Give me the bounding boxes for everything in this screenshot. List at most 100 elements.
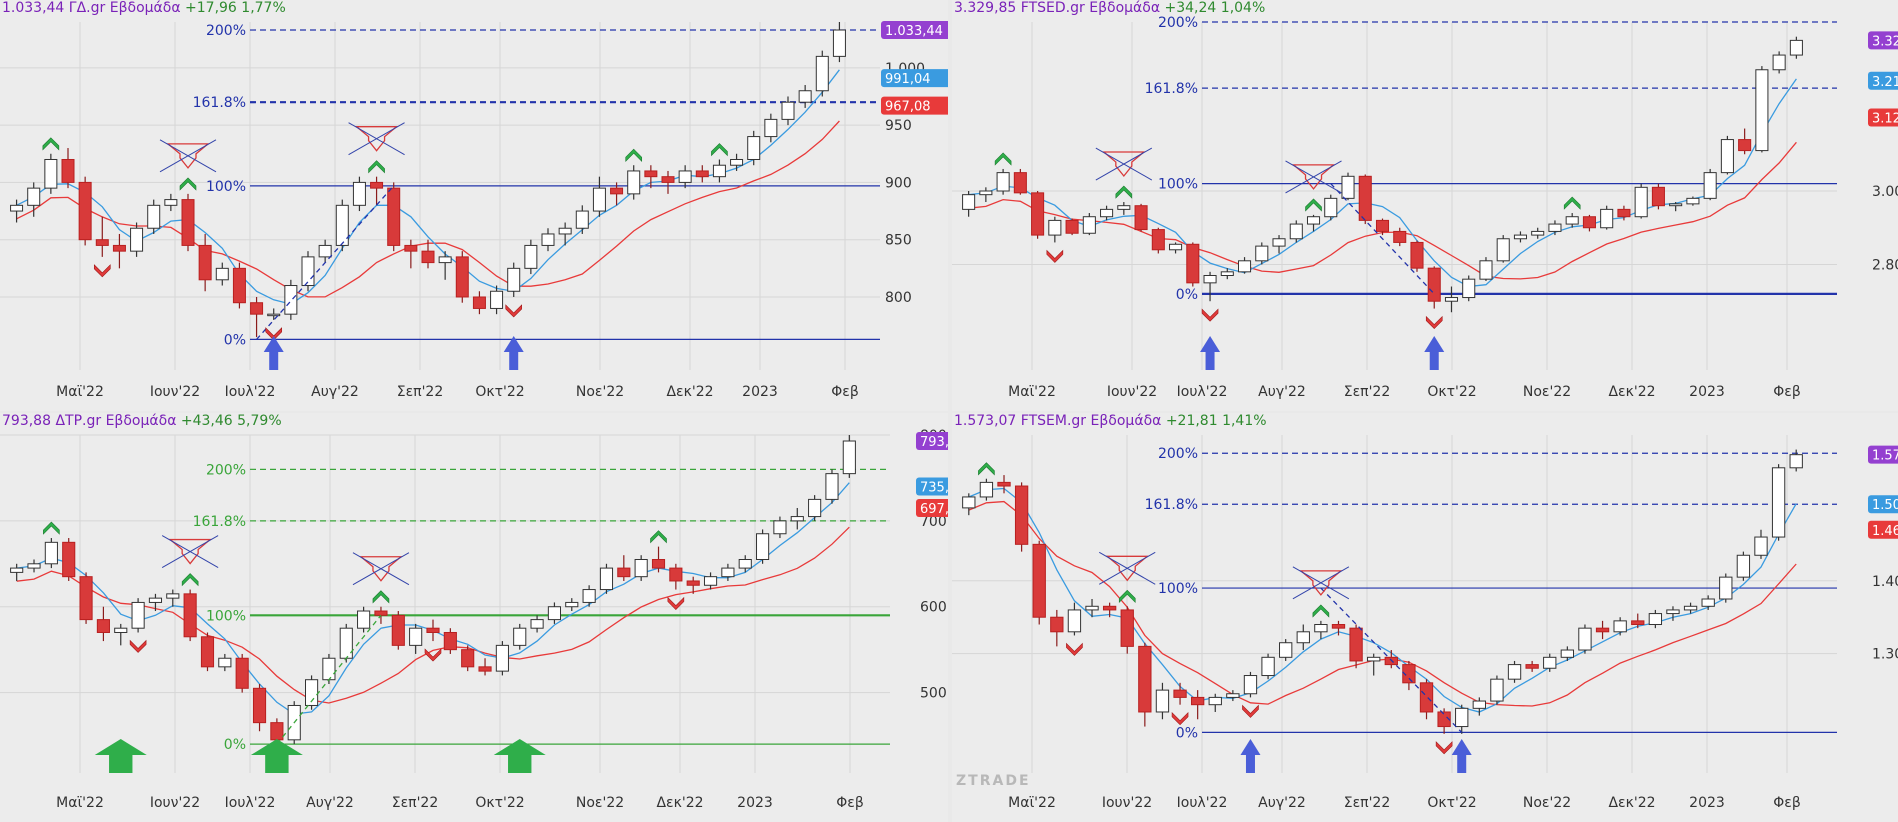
- up-arrow-icon: [250, 739, 303, 773]
- candle: [318, 239, 332, 263]
- candle-body: [1272, 238, 1286, 247]
- candle: [1496, 235, 1510, 263]
- candle-body: [524, 244, 538, 269]
- candle-body: [599, 567, 614, 591]
- candle-body: [284, 285, 298, 315]
- candle-body: [997, 481, 1011, 487]
- up-chevron-icon: [978, 462, 995, 476]
- candle-body: [1736, 554, 1751, 578]
- candle-body: [252, 687, 267, 724]
- down-chevron-icon: [93, 264, 111, 278]
- candle-body: [1600, 208, 1614, 229]
- candle: [1531, 227, 1545, 239]
- candle-body: [541, 233, 555, 246]
- candle-body: [235, 657, 249, 689]
- candle-body: [200, 636, 215, 668]
- candle: [1578, 624, 1592, 654]
- candle: [575, 205, 589, 234]
- candle-body: [478, 666, 492, 672]
- candle: [1543, 653, 1557, 672]
- candle: [1203, 271, 1217, 302]
- candle-body: [1462, 278, 1476, 299]
- candle-body: [1013, 172, 1027, 194]
- candle-body: [148, 597, 163, 603]
- candle-body: [335, 204, 349, 246]
- candle-body: [10, 204, 24, 212]
- candle-body: [1226, 693, 1240, 698]
- candle: [1736, 551, 1751, 581]
- candlestick-chart-4[interactable]: 1.300 1.400 Μαϊ'22 Ιουν'22 Ιουλ'22 Αυγ'22 Σεπ'…: [952, 413, 1898, 822]
- crossed-arrow-icon: [161, 535, 219, 568]
- ma-slow-line: [968, 500, 1797, 707]
- candle-body: [1031, 192, 1045, 236]
- candle: [832, 22, 846, 63]
- candle-body: [1186, 243, 1200, 284]
- candle: [1050, 609, 1064, 647]
- candlestick-chart-2[interactable]: 2.800 3.000 Μαϊ'22 Ιουν'22 Ιουλ'22 Αυγ'22 Σεπ'…: [952, 0, 1898, 411]
- candle: [1138, 642, 1152, 727]
- crossed-arrow-icon: [1292, 566, 1350, 600]
- candle: [1719, 573, 1733, 603]
- candle: [370, 176, 384, 206]
- x-tick-label: Φεβ: [1773, 795, 1801, 811]
- candle: [490, 285, 504, 315]
- candle: [1085, 599, 1099, 618]
- candle: [686, 576, 700, 594]
- candle-body: [1032, 543, 1046, 618]
- x-tick-label: 2023: [1689, 795, 1725, 811]
- candle: [979, 187, 993, 203]
- candle-body: [1151, 229, 1165, 251]
- candle: [1631, 613, 1645, 629]
- candle: [79, 572, 93, 624]
- candle-body: [678, 170, 692, 183]
- ma-fast-line: [968, 487, 1797, 713]
- candle-body: [832, 29, 846, 57]
- candle: [1226, 690, 1240, 702]
- candle-body: [426, 627, 440, 633]
- chart-header-3: 793,88 ΔΤΡ.gr Εβδομάδα +43,46 5,79%: [2, 413, 282, 429]
- candle-body: [979, 481, 994, 498]
- candle-body: [703, 576, 718, 586]
- chart-panel-4: 1.573,07 FTSEM.gr Εβδομάδα +21,81 1,41% …: [952, 413, 1898, 822]
- candle: [1367, 653, 1381, 676]
- candle-body: [322, 657, 336, 681]
- candlestick-chart-3[interactable]: 500600700800Μαϊ'22Ιουν'22Ιουλ'22Αυγ'22Σε…: [0, 413, 948, 822]
- value-badge-label: 967,08: [885, 100, 931, 115]
- chart-header-1: 1.033,44 ΓΔ.gr Εβδομάδα +17,96 1,77%: [2, 0, 286, 16]
- candle: [1513, 231, 1527, 243]
- candle-body: [1100, 208, 1114, 218]
- candle-body: [1169, 243, 1183, 251]
- candle: [232, 262, 246, 309]
- candle-body: [1402, 664, 1416, 684]
- candle-body: [305, 679, 319, 706]
- candle-body: [747, 136, 761, 160]
- candle-body: [686, 580, 700, 586]
- candle: [712, 159, 726, 183]
- candle-body: [409, 627, 423, 646]
- header-period: Εβδομάδα: [105, 413, 177, 429]
- candle-body: [1513, 234, 1527, 240]
- x-tick-label: Ιουλ'22: [1177, 795, 1228, 811]
- candle-body: [1050, 616, 1064, 633]
- value-badge: [1868, 445, 1898, 464]
- candle: [695, 165, 709, 183]
- candle: [387, 182, 401, 252]
- candle-body: [166, 593, 180, 599]
- down-chevron-icon: [424, 648, 442, 662]
- grid: [952, 435, 1837, 773]
- candle: [996, 168, 1010, 195]
- x-tick-label: Αυγ'22: [311, 384, 359, 400]
- candle: [1013, 168, 1027, 195]
- candle-body: [301, 256, 315, 287]
- x-tick-label: Ιουν'22: [150, 795, 200, 811]
- candle: [391, 611, 405, 650]
- candle-body: [1255, 245, 1269, 262]
- candle-body: [996, 172, 1010, 192]
- candle: [1100, 205, 1114, 221]
- watermark: ZTRADE: [956, 773, 1031, 789]
- candle: [815, 50, 829, 97]
- candle-body: [781, 101, 795, 120]
- value-badge: [916, 432, 948, 451]
- candle: [112, 233, 126, 269]
